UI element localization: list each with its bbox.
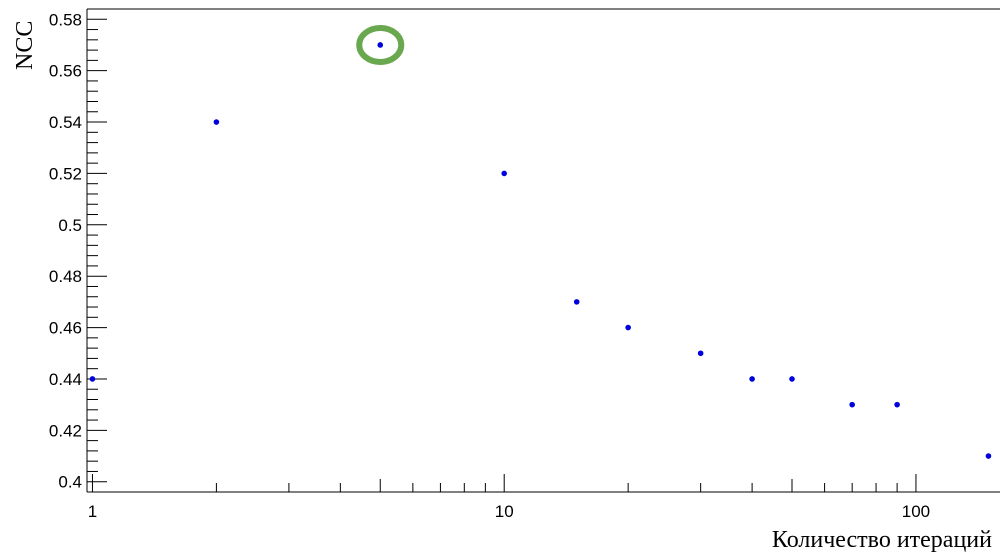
y-tick-label: 0.52 bbox=[49, 164, 82, 183]
x-tick-label: 10 bbox=[495, 502, 514, 521]
data-point bbox=[377, 42, 384, 48]
y-tick-label: 0.46 bbox=[49, 319, 82, 338]
y-tick-label: 0.4 bbox=[58, 473, 82, 492]
highlight-marker bbox=[356, 24, 405, 65]
y-axis-title: NCC bbox=[12, 21, 38, 70]
y-tick-label: 0.42 bbox=[49, 421, 82, 440]
y-tick-label: 0.54 bbox=[49, 113, 82, 132]
data-point bbox=[749, 376, 755, 382]
data-point bbox=[849, 401, 855, 408]
data-point bbox=[501, 170, 507, 177]
data-point bbox=[625, 324, 631, 331]
data-point bbox=[89, 376, 96, 382]
x-axis-title: Количество итераций bbox=[772, 527, 992, 553]
y-tick-label: 0.58 bbox=[49, 10, 82, 29]
data-point bbox=[789, 376, 795, 382]
data-point bbox=[985, 453, 992, 459]
data-point bbox=[697, 350, 704, 357]
x-tick-label: 100 bbox=[902, 502, 930, 521]
tick-labels: 0.4 0.42 0.44 0.46 0.48 0.5 0.52 0.54 0.56 0.58 1 1… bbox=[49, 10, 930, 521]
axis-ticks bbox=[87, 8, 917, 493]
data-points bbox=[89, 42, 992, 459]
y-tick-label: 0.5 bbox=[58, 216, 82, 235]
x-tick-label: 1 bbox=[88, 502, 97, 521]
plot-frame bbox=[86, 8, 1000, 493]
data-point bbox=[213, 119, 220, 125]
y-tick-label: 0.48 bbox=[49, 267, 82, 286]
y-tick-label: 0.56 bbox=[49, 62, 82, 81]
data-point bbox=[894, 401, 900, 408]
y-tick-label: 0.44 bbox=[49, 370, 82, 389]
highlight-ring bbox=[356, 24, 405, 65]
data-point bbox=[573, 299, 580, 305]
